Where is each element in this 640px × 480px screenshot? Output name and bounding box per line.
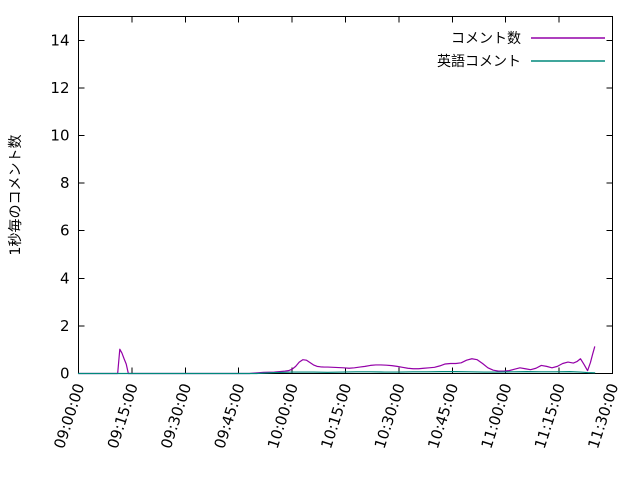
y-tick-label: 0 bbox=[60, 365, 70, 383]
x-tick-label: 10:30:00 bbox=[371, 381, 409, 451]
y-tick-label: 14 bbox=[50, 31, 69, 49]
x-tick-label: 11:00:00 bbox=[478, 381, 516, 451]
y-tick-label: 8 bbox=[60, 174, 70, 192]
x-tick-label: 10:15:00 bbox=[317, 381, 355, 451]
legend-label: 英語コメント bbox=[437, 53, 521, 70]
y-axis-ticks: 0 2 4 6 8 10 12 14 bbox=[50, 31, 613, 383]
x-tick-label: 10:45:00 bbox=[424, 381, 462, 451]
y-axis-title: 1秒毎のコメント数 bbox=[8, 135, 24, 256]
x-axis-ticks: 09:00:00 09:15:00 09:30:00 09:45:00 10:00:00… bbox=[50, 16, 622, 451]
y-tick-label: 4 bbox=[60, 269, 70, 287]
y-tick-label: 10 bbox=[50, 127, 69, 145]
y-tick-label: 12 bbox=[50, 79, 69, 97]
plot-frame bbox=[78, 16, 613, 374]
data-series-group bbox=[77, 346, 596, 375]
x-tick-label: 09:15:00 bbox=[104, 381, 142, 451]
x-tick-label: 11:30:00 bbox=[584, 381, 622, 451]
series-line bbox=[77, 346, 596, 375]
x-tick-label: 09:30:00 bbox=[157, 381, 195, 451]
x-tick-label: 10:00:00 bbox=[264, 381, 302, 451]
legend-label: コメント数 bbox=[451, 31, 521, 47]
x-tick-label: 09:00:00 bbox=[50, 381, 88, 451]
y-tick-label: 6 bbox=[60, 222, 70, 240]
x-tick-label: 09:45:00 bbox=[211, 381, 249, 451]
y-tick-label: 2 bbox=[60, 317, 70, 335]
series-line bbox=[77, 371, 596, 375]
x-tick-label: 11:15:00 bbox=[531, 381, 569, 451]
